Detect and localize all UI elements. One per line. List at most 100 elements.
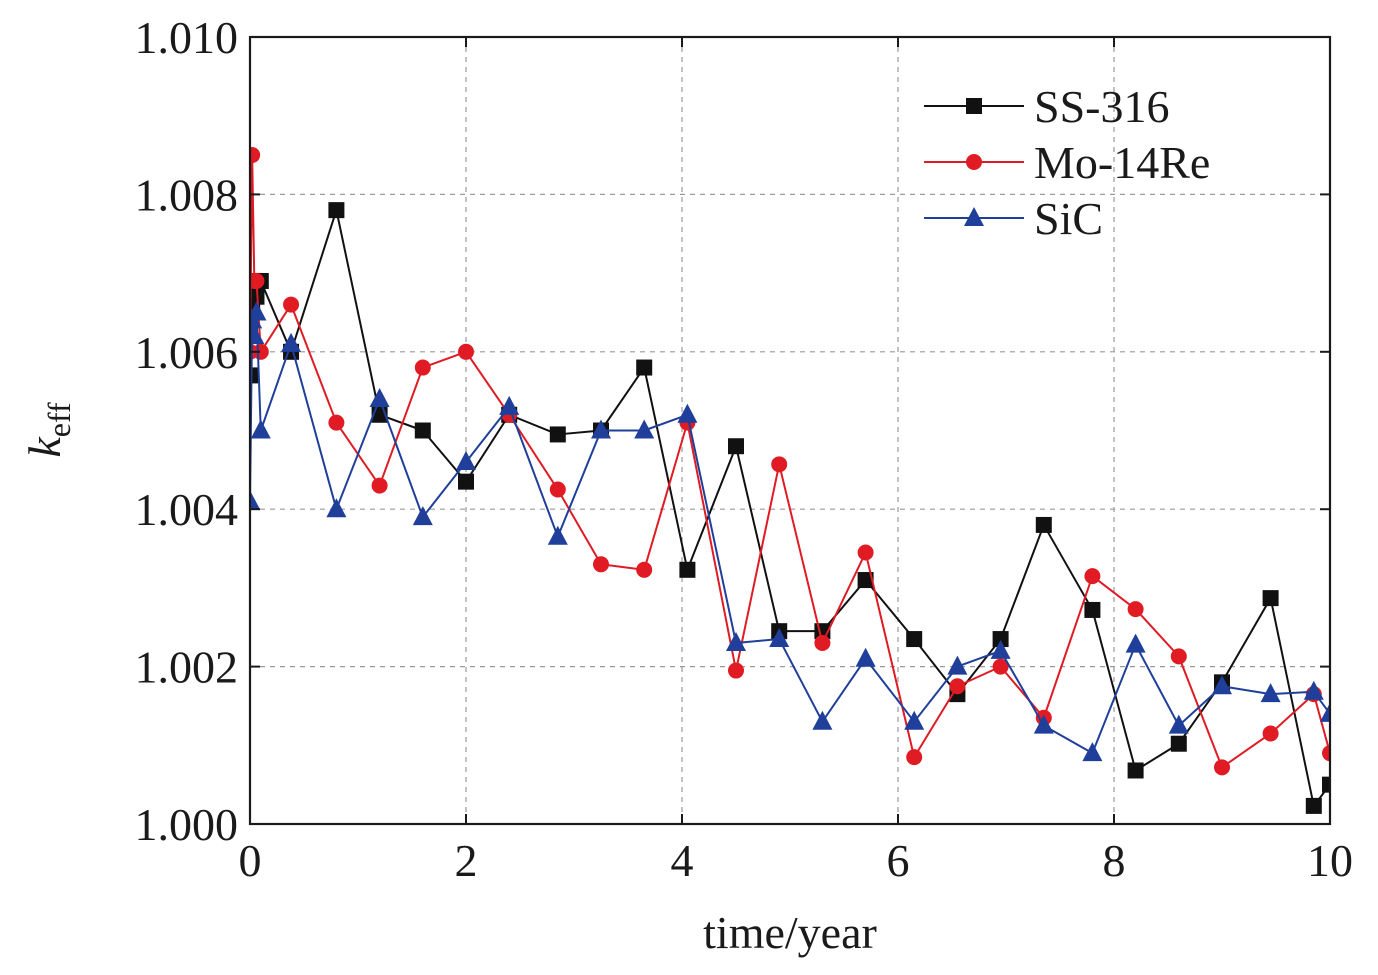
data-point-mo-14re — [283, 296, 300, 313]
data-point-mo-14re — [414, 359, 431, 376]
data-point-sic — [990, 639, 1011, 659]
data-point-sic — [412, 506, 433, 526]
data-point-sic — [250, 301, 267, 321]
series-line-mo-14re — [250, 154, 1330, 769]
plot-area — [250, 147, 1330, 814]
data-point-sic — [1260, 683, 1281, 703]
data-point-mo-14re — [728, 662, 744, 679]
data-point-mo-14re — [1214, 759, 1230, 776]
data-point-sic — [591, 419, 611, 439]
data-point-ss-316 — [414, 422, 431, 439]
data-point-ss-316 — [1084, 601, 1101, 618]
data-point-mo-14re — [949, 678, 966, 695]
data-point-mo-14re — [1127, 601, 1144, 618]
data-point-ss-316 — [1305, 797, 1322, 814]
legend-label: Mo-14Re — [1034, 137, 1210, 188]
data-point-sic — [1168, 714, 1189, 734]
data-point-sic — [769, 628, 790, 648]
data-point-ss-316 — [458, 473, 474, 490]
data-point-sic — [547, 525, 568, 545]
data-point-sic — [1212, 675, 1232, 695]
plot-frame — [248, 35, 1332, 826]
x-tick-label: 8 — [1103, 835, 1126, 886]
data-point-ss-316 — [636, 359, 653, 376]
data-point-ss-316 — [549, 426, 566, 443]
y-axis-tick-labels: 1.000 1.002 1.004 1.006 1.008 1.010 — [135, 12, 239, 850]
data-point-ss-316 — [857, 572, 874, 589]
x-tick-label: 10 — [1307, 835, 1353, 886]
data-point-ss-316 — [1322, 776, 1330, 793]
y-tick-label: 1.004 — [135, 484, 239, 535]
series-mo-14re — [250, 147, 1330, 776]
y-axis-title-subscript: eff — [41, 402, 77, 437]
data-point-mo-14re — [636, 561, 653, 578]
x-tick-label: 0 — [239, 835, 262, 886]
data-point-sic — [812, 710, 833, 730]
data-point-mo-14re — [250, 272, 265, 289]
data-point-sic — [1303, 680, 1324, 700]
data-point-mo-14re — [906, 749, 923, 766]
data-point-ss-316 — [328, 202, 345, 219]
data-point-ss-316 — [1035, 516, 1052, 533]
data-point-mo-14re — [814, 634, 831, 651]
axis-ticks — [249, 36, 1331, 825]
data-point-sic — [904, 710, 925, 730]
x-tick-label: 6 — [887, 835, 910, 886]
y-tick-label: 1.002 — [135, 642, 239, 693]
data-point-ss-316 — [1127, 762, 1144, 779]
data-point-mo-14re — [549, 481, 566, 498]
data-point-ss-316 — [679, 561, 696, 578]
y-tick-label: 1.000 — [135, 799, 239, 850]
legend-label: SS-316 — [1034, 81, 1169, 132]
data-point-mo-14re — [458, 343, 474, 360]
data-point-mo-14re — [1170, 648, 1187, 665]
x-tick-label: 4 — [671, 835, 694, 886]
x-tick-label: 2 — [455, 835, 478, 886]
data-point-mo-14re — [1322, 745, 1330, 762]
data-point-sic — [1125, 633, 1146, 653]
data-point-sic — [947, 655, 968, 675]
y-axis-title: keff — [19, 402, 77, 458]
legend-marker-ss-316 — [966, 98, 982, 114]
x-axis-title: time/year — [703, 907, 877, 958]
data-point-sic — [677, 403, 698, 423]
legend-marker-sic — [964, 207, 984, 226]
legend-marker-mo-14re — [966, 154, 982, 170]
data-point-sic — [369, 388, 390, 408]
data-point-mo-14re — [328, 414, 345, 431]
data-point-mo-14re — [1262, 725, 1279, 742]
data-point-ss-316 — [992, 631, 1009, 648]
data-point-sic — [726, 631, 746, 651]
data-point-sic — [1082, 742, 1103, 762]
series-sic — [250, 301, 1330, 762]
legend-item-mo-14re: Mo-14Re — [924, 137, 1210, 188]
data-point-sic — [281, 332, 302, 352]
data-point-ss-316 — [906, 631, 923, 648]
series-line-sic — [250, 311, 1330, 755]
data-point-ss-316 — [250, 367, 258, 384]
data-point-sic — [326, 498, 347, 518]
y-axis-title-main: k — [19, 436, 70, 458]
legend-item-ss-316: SS-316 — [924, 81, 1169, 132]
data-point-sic — [499, 395, 520, 415]
data-point-ss-316 — [1262, 590, 1279, 607]
y-tick-label: 1.006 — [135, 327, 239, 378]
data-point-sic — [250, 325, 265, 345]
data-point-mo-14re — [593, 556, 609, 573]
data-point-sic — [634, 419, 655, 439]
data-point-mo-14re — [1084, 568, 1101, 585]
data-point-ss-316 — [1170, 735, 1187, 752]
x-axis-tick-labels: 0 2 4 6 8 10 — [239, 835, 1354, 886]
data-point-sic — [456, 450, 476, 470]
data-point-sic — [855, 647, 876, 667]
data-point-ss-316 — [728, 438, 744, 455]
legend-item-sic: SiC — [924, 193, 1103, 244]
y-tick-label: 1.010 — [135, 12, 239, 63]
data-point-mo-14re — [992, 658, 1009, 675]
data-point-mo-14re — [771, 456, 788, 473]
data-point-mo-14re — [250, 147, 261, 164]
data-point-sic — [250, 490, 260, 510]
